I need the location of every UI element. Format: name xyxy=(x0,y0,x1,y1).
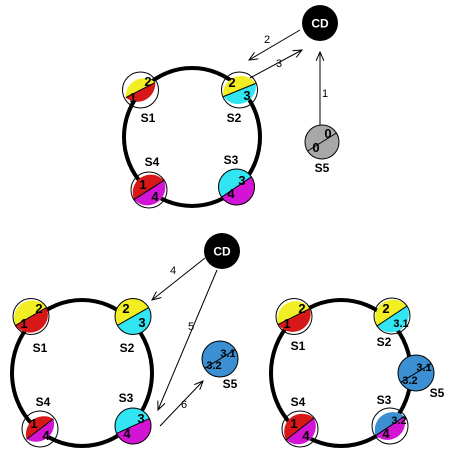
server-label: S4 xyxy=(36,395,51,409)
server-node: 2 3 S2 xyxy=(221,71,258,125)
token-bottom: 4 xyxy=(123,426,131,441)
server-node-new: 3.1 3.2 S5 xyxy=(201,340,239,391)
server-node: 1 4 S4 xyxy=(21,395,59,448)
arrow-step-5 xyxy=(158,269,218,410)
token-bottom: 1 xyxy=(129,90,136,105)
token-top: 3.1 xyxy=(220,348,235,360)
server-label: S1 xyxy=(33,341,48,355)
server-label: S3 xyxy=(377,393,392,407)
arrow-step-6 xyxy=(159,381,203,427)
server-node-new: 0 0 S5 xyxy=(304,124,340,175)
token-bottom: 1 xyxy=(283,316,290,331)
server-label: S2 xyxy=(120,341,135,355)
panel-3: 2 1 S1 2 3.1 S2 3.2 4 S3 xyxy=(269,297,445,448)
token-bottom: 3 xyxy=(243,88,250,103)
token-top: 1 xyxy=(139,177,146,192)
token-top: 3.1 xyxy=(416,362,431,374)
token-top: 2 xyxy=(144,74,151,89)
server-label: S4 xyxy=(145,155,160,169)
ring xyxy=(10,298,154,448)
server-label: S4 xyxy=(291,395,306,409)
token-top: 2 xyxy=(122,301,129,316)
coordinator-node: CD xyxy=(204,233,240,269)
server-node: 1 4 S4 xyxy=(281,395,319,448)
step-label-3: 3 xyxy=(276,58,282,70)
coordinator-circle xyxy=(204,233,240,269)
server-node: 3.2 4 S3 xyxy=(371,393,409,445)
token-top: 3 xyxy=(238,173,245,188)
step-label-5: 5 xyxy=(188,321,194,333)
token-top: 1 xyxy=(290,416,297,431)
token-top: 2 xyxy=(228,75,235,90)
step-label-2: 2 xyxy=(264,34,270,46)
server-label: S2 xyxy=(227,111,242,125)
server-label: S5 xyxy=(430,386,445,400)
server-node: 2 1 S1 xyxy=(12,298,50,355)
server-node: 3 4 S3 xyxy=(114,391,152,445)
coordinator-label: CD xyxy=(213,245,231,259)
token-top: 2 xyxy=(35,301,42,316)
token-top: 3 xyxy=(137,411,144,426)
server-label: S1 xyxy=(291,339,306,353)
arrow-step-2 xyxy=(249,29,301,60)
coordinator-node: CD xyxy=(302,5,338,41)
step-label-1: 1 xyxy=(322,88,328,100)
token-bottom: 4 xyxy=(151,189,159,204)
server-label: S5 xyxy=(315,161,330,175)
step-label-6: 6 xyxy=(181,399,187,411)
arrow-step-4 xyxy=(152,257,206,300)
server-label: S1 xyxy=(141,111,156,125)
server-label: S2 xyxy=(377,335,392,349)
arrow-step-3 xyxy=(249,50,302,79)
token-bottom: 3.1 xyxy=(393,318,408,330)
server-node: 1 4 S4 xyxy=(130,155,168,209)
server-node: 2 3 S2 xyxy=(114,298,152,355)
token-bottom: 4 xyxy=(382,426,390,441)
server-node: 2 1 S1 xyxy=(275,298,313,353)
token-bottom: 0 xyxy=(312,140,319,155)
token-bottom: 4 xyxy=(302,428,310,443)
token-top: 2 xyxy=(298,301,305,316)
server-node: 3 4 S3 xyxy=(218,153,255,206)
token-bottom: 3 xyxy=(138,315,145,330)
coordinator-label: CD xyxy=(311,17,329,31)
token-bottom: 3.2 xyxy=(402,375,417,387)
token-bottom: 4 xyxy=(42,428,50,443)
server-node-new: 3.1 3.2 S5 xyxy=(397,354,445,400)
token-bottom: 1 xyxy=(20,316,27,331)
server-label: S3 xyxy=(224,153,239,167)
server-label: S3 xyxy=(119,391,134,405)
token-top: 2 xyxy=(382,301,389,316)
step-label-4: 4 xyxy=(170,265,176,277)
token-top: 3.2 xyxy=(391,415,406,427)
server-node: 2 3.1 S2 xyxy=(373,297,411,349)
server-node: 2 1 S1 xyxy=(122,71,159,125)
token-bottom: 3.2 xyxy=(206,360,221,372)
token-top: 1 xyxy=(30,416,37,431)
server-label: S5 xyxy=(223,377,238,391)
ring xyxy=(122,66,262,208)
panel-2: CD 4 5 6 2 1 S1 2 3 S2 xyxy=(10,233,240,448)
token-top: 0 xyxy=(324,126,331,141)
token-bottom: 4 xyxy=(227,186,235,201)
panel-1: CD 2 3 1 2 1 S1 2 3 S2 xyxy=(122,5,340,209)
coordinator-circle xyxy=(302,5,338,41)
